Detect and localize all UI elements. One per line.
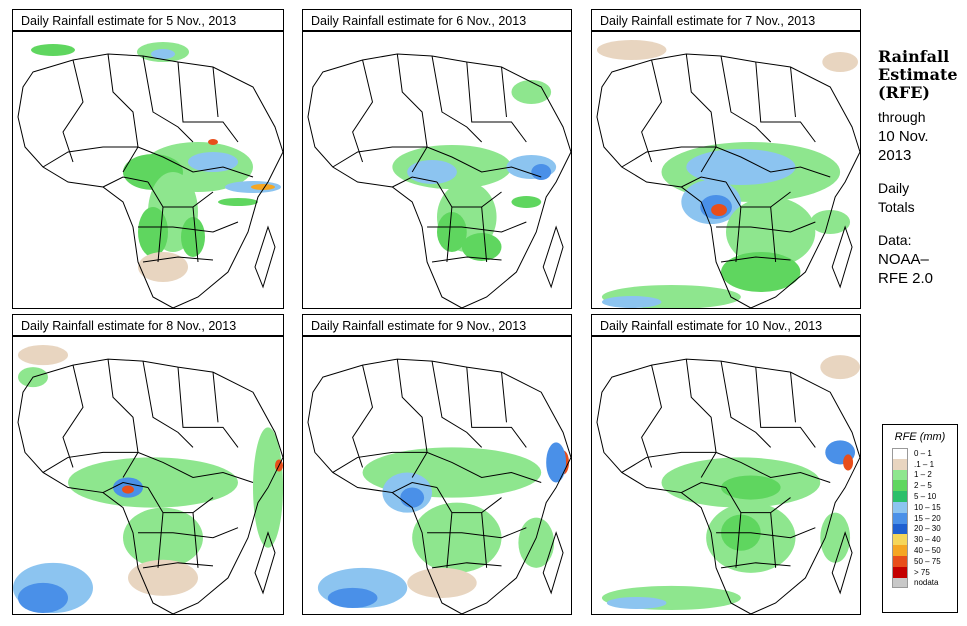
legend-label: .1 – 1 [914,459,935,469]
rainfall-areas [13,345,283,613]
legend-swatch [892,480,908,492]
legend-item: 2 – 5 [892,480,957,492]
panel-title: Daily Rainfall estimate for 5 Nov., 2013 [12,9,284,31]
legend-label: 0 – 1 [914,448,932,458]
legend-item: .1 – 1 [892,458,957,470]
map-panel-nov-7: Daily Rainfall estimate for 7 Nov., 2013 [591,9,861,309]
legend-swatch [892,448,908,459]
totals-label: Totals [878,199,915,215]
rainfall-map [302,31,572,309]
legend-label: 5 – 10 [914,492,937,502]
legend-label: 40 – 50 [914,546,941,556]
sidebar-info: Rainfall Estimate (RFE) through 10 Nov. … [878,48,964,288]
map-panel-nov-6: Daily Rainfall estimate for 6 Nov., 2013 [302,9,572,309]
legend-swatch [892,491,908,502]
legend-swatch [892,523,908,535]
source-line-2: RFE 2.0 [878,270,934,287]
rainfall-map-graphic [13,345,283,614]
panel-title: Daily Rainfall estimate for 7 Nov., 2013 [591,9,861,31]
country-borders [307,358,571,614]
legend-label: 20 – 30 [914,524,941,534]
heading-line-2: Estimate [878,65,958,84]
rainfall-map [591,31,861,309]
country-borders [307,53,571,308]
legend-item: 15 – 20 [892,512,957,524]
panel-title: Daily Rainfall estimate for 8 Nov., 2013 [12,314,284,336]
map-panel-nov-10: Daily Rainfall estimate for 10 Nov., 201… [591,314,861,615]
legend-item: nodata [892,577,957,589]
rainfall-areas [596,40,859,308]
legend-title: RFE (mm) [894,431,946,443]
rainfall-map [12,31,284,309]
legend-item: 40 – 50 [892,545,957,556]
legend-swatch [892,458,908,470]
source-line-1: NOAA– [878,251,929,268]
legend-item: 30 – 40 [892,534,957,546]
legend-swatch [892,555,908,567]
legend-label: 2 – 5 [914,481,932,491]
legend-label: 15 – 20 [914,513,941,523]
map-panel-nov-8: Daily Rainfall estimate for 8 Nov., 2013 [12,314,284,615]
legend-swatch [892,566,908,578]
rainfall-areas [317,442,570,608]
rainfall-map [591,336,861,615]
legend-swatch [892,534,908,546]
legend-label: 30 – 40 [914,535,941,545]
legend-item: 10 – 15 [892,501,957,513]
legend-label: > 75 [914,567,930,577]
legend-item: 0 – 1 [892,448,957,459]
legend-label: nodata [914,578,939,588]
rainfall-map-graphic [307,53,571,308]
legend-label: 1 – 2 [914,470,932,480]
rainfall-map-graphic [307,358,571,614]
country-borders [17,358,283,614]
rainfall-areas [31,42,281,282]
map-panel-nov-5: Daily Rainfall estimate for 5 Nov., 2013 [12,9,284,309]
legend-swatch [892,469,908,481]
heading-line-3: (RFE) [878,83,930,102]
panel-title: Daily Rainfall estimate for 6 Nov., 2013 [302,9,572,31]
legend-swatch [892,501,908,513]
legend-item: 20 – 30 [892,523,957,535]
map-panel-nov-9: Daily Rainfall estimate for 9 Nov., 2013 [302,314,572,615]
heading-line-1: Rainfall [878,47,950,66]
panel-title: Daily Rainfall estimate for 10 Nov., 201… [591,314,861,336]
legend-item: 50 – 75 [892,555,957,567]
country-borders [17,53,283,308]
country-borders [596,53,860,308]
data-label: Data: [878,232,912,248]
rainfall-areas [601,355,860,610]
rainfall-map-graphic [596,355,860,614]
panel-title: Daily Rainfall estimate for 9 Nov., 2013 [302,314,572,336]
country-borders [596,358,860,614]
date-line-1: 10 Nov. [878,128,929,145]
legend-swatch [892,512,908,524]
rainfall-map [12,336,284,615]
legend-item: 1 – 2 [892,469,957,481]
legend-label: 10 – 15 [914,502,941,512]
through-label: through [878,109,926,125]
rainfall-map [302,336,572,615]
legend-item: > 75 [892,566,957,578]
legend-item: 5 – 10 [892,491,957,502]
rainfall-map-graphic [17,42,283,308]
date-line-2: 2013 [878,147,912,164]
rainfall-map-graphic [596,40,860,308]
legend-swatch [892,577,908,589]
daily-label: Daily [878,180,910,196]
legend-swatch [892,545,908,556]
legend-label: 50 – 75 [914,556,941,566]
